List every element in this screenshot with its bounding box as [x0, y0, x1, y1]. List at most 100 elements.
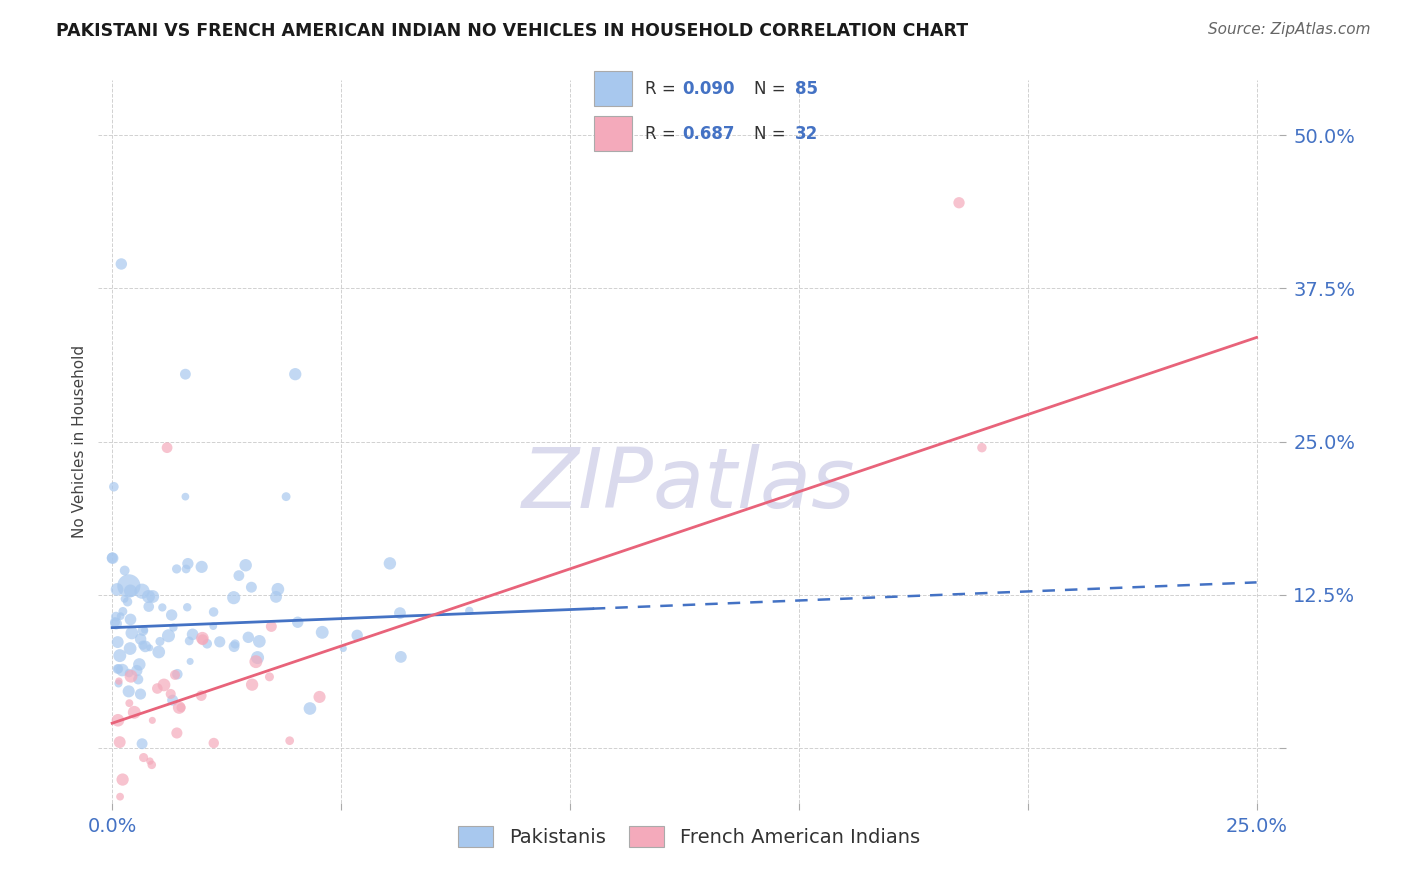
- Bar: [595, 117, 631, 151]
- Point: [308, 690, 330, 704]
- Point: [118, 696, 141, 710]
- Point: [202, 619, 225, 633]
- Point: [111, 604, 134, 618]
- Point: [111, 772, 134, 787]
- Point: [388, 606, 411, 620]
- Point: [174, 367, 197, 381]
- Point: [170, 700, 193, 714]
- Point: [107, 713, 129, 727]
- Text: R =: R =: [645, 80, 676, 98]
- Point: [139, 754, 162, 768]
- Point: [141, 757, 163, 772]
- Point: [111, 663, 134, 677]
- Point: [190, 689, 212, 703]
- Point: [166, 726, 188, 740]
- Text: Source: ZipAtlas.com: Source: ZipAtlas.com: [1208, 22, 1371, 37]
- Point: [222, 640, 245, 654]
- Point: [246, 650, 269, 665]
- Point: [108, 648, 131, 663]
- Point: [132, 624, 155, 638]
- Point: [267, 582, 290, 597]
- Point: [108, 735, 131, 749]
- Point: [120, 612, 142, 626]
- Point: [104, 609, 127, 624]
- Point: [118, 579, 141, 593]
- Point: [278, 733, 301, 747]
- Point: [238, 630, 260, 644]
- Point: [202, 736, 225, 750]
- Point: [240, 580, 263, 594]
- Point: [149, 634, 172, 648]
- Point: [191, 632, 214, 647]
- Point: [163, 668, 186, 682]
- Point: [274, 490, 297, 504]
- Point: [159, 687, 181, 701]
- Point: [458, 604, 481, 618]
- Point: [124, 706, 146, 720]
- Point: [190, 560, 212, 574]
- Point: [157, 629, 180, 643]
- Point: [970, 441, 993, 455]
- Point: [138, 590, 160, 604]
- Point: [141, 714, 163, 728]
- Point: [101, 551, 124, 566]
- Text: R =: R =: [645, 125, 676, 143]
- Text: ZIPatlas: ZIPatlas: [522, 444, 856, 525]
- Point: [259, 670, 281, 684]
- Point: [108, 674, 131, 689]
- Point: [245, 655, 267, 669]
- Point: [162, 693, 184, 707]
- Point: [235, 558, 257, 573]
- Text: 32: 32: [794, 125, 818, 143]
- Point: [134, 640, 156, 654]
- Point: [160, 607, 183, 622]
- Point: [153, 678, 176, 692]
- Point: [120, 641, 142, 656]
- Point: [101, 550, 124, 565]
- Point: [179, 655, 201, 669]
- Point: [181, 627, 204, 641]
- Point: [224, 637, 246, 651]
- Point: [162, 621, 184, 635]
- Point: [110, 257, 132, 271]
- Point: [176, 600, 198, 615]
- Point: [121, 626, 143, 640]
- Text: N =: N =: [755, 80, 786, 98]
- Point: [177, 557, 200, 571]
- Point: [105, 582, 128, 597]
- Point: [146, 681, 169, 696]
- Point: [107, 662, 129, 676]
- Point: [138, 599, 160, 614]
- Point: [118, 666, 141, 681]
- Point: [378, 557, 401, 571]
- Text: N =: N =: [755, 125, 786, 143]
- Point: [131, 737, 153, 751]
- Point: [228, 568, 250, 582]
- Point: [120, 669, 142, 683]
- Point: [104, 615, 127, 629]
- Point: [117, 595, 139, 609]
- Point: [346, 628, 368, 642]
- Point: [125, 664, 148, 678]
- Point: [103, 480, 125, 494]
- Point: [129, 687, 152, 701]
- Point: [240, 678, 263, 692]
- Point: [174, 490, 197, 504]
- Point: [131, 584, 153, 599]
- Point: [107, 662, 129, 676]
- Point: [166, 667, 188, 681]
- Point: [191, 631, 214, 645]
- Y-axis label: No Vehicles in Household: No Vehicles in Household: [72, 345, 87, 538]
- Point: [156, 441, 179, 455]
- Point: [332, 641, 354, 656]
- Point: [287, 615, 309, 630]
- Point: [166, 562, 188, 576]
- Bar: [595, 71, 631, 105]
- Point: [195, 637, 218, 651]
- Point: [128, 657, 150, 672]
- Point: [298, 701, 321, 715]
- Point: [107, 635, 129, 649]
- Point: [284, 367, 307, 381]
- Point: [222, 591, 245, 605]
- Point: [114, 591, 136, 606]
